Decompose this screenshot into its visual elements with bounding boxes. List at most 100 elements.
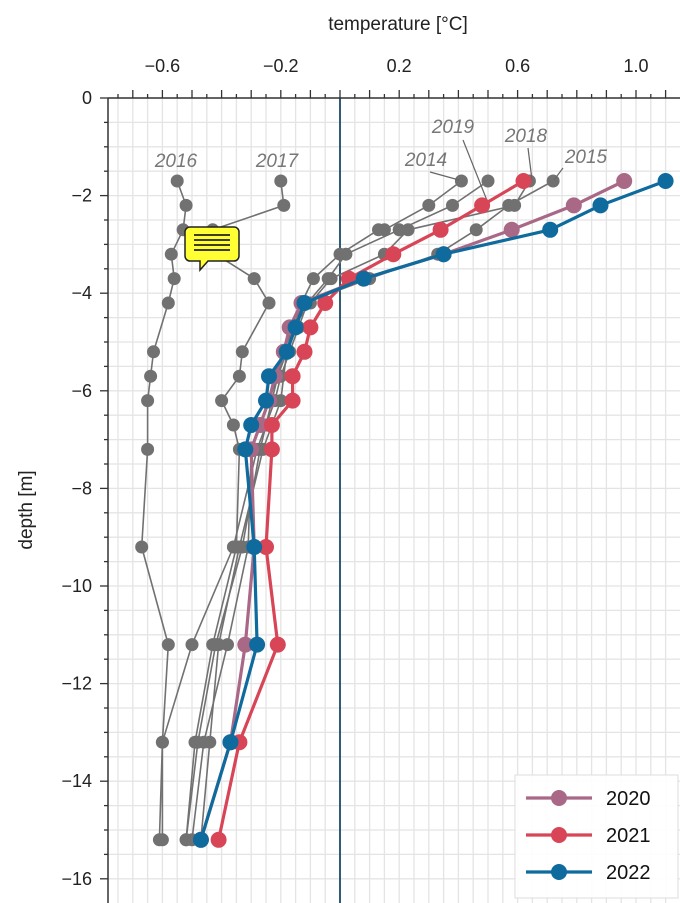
data-point-2019 [339, 247, 353, 261]
ticks: −0.6 −0.2 0.2 0.6 1.0 0 −2 −4 −6 −8 −10 −12 −14 −16 [61, 56, 667, 889]
data-point-2019 [185, 638, 199, 652]
data-point-2017 [226, 418, 240, 432]
data-point-2022 [261, 368, 277, 385]
data-point-2017 [232, 369, 246, 383]
data-point-2016 [161, 296, 175, 310]
data-point-2022 [435, 246, 452, 263]
note-speech-bubble-icon[interactable] [184, 226, 240, 272]
data-point-2021 [385, 246, 402, 263]
data-point-2017 [215, 394, 229, 408]
x-tick-label: −0.2 [263, 56, 299, 76]
series-line-2019 [161, 180, 489, 840]
data-point-2020 [503, 221, 520, 238]
data-point-2016 [167, 272, 181, 286]
data-point-2022 [258, 392, 274, 409]
legend-label: 2022 [606, 862, 651, 884]
data-point-2022 [657, 173, 674, 189]
data-point-2019 [155, 735, 169, 749]
x-tick-label: 0.2 [387, 56, 412, 76]
y-tick-label: −12 [61, 674, 92, 694]
y-tick-label: −16 [61, 869, 92, 889]
data-point-2020 [565, 197, 582, 214]
legend-swatch-marker [551, 790, 567, 806]
data-point-2015 [469, 223, 483, 237]
data-point-2016 [170, 174, 184, 188]
data-point-2018 [235, 540, 249, 554]
y-tick-label: −6 [71, 381, 92, 401]
annotation-leader-2015 [553, 167, 564, 181]
data-point-2021 [317, 295, 334, 311]
y-tick-label: −8 [71, 478, 92, 498]
data-point-2017 [247, 272, 261, 286]
annotation-leader-2019 [462, 139, 489, 204]
series-2021 [210, 173, 532, 848]
series-line-2018 [185, 180, 531, 840]
year-annotations: 2016 2017 2014 2019 2018 2015 [154, 117, 608, 172]
annotation-2014: 2014 [404, 150, 447, 171]
axes [107, 97, 680, 903]
data-point-2016 [141, 394, 155, 408]
legend-entry-2021: 2021 [526, 825, 651, 847]
annotation-2016: 2016 [154, 151, 198, 172]
data-point-2017 [235, 345, 249, 359]
annotation-leader-lines [429, 139, 564, 204]
legend-entry-2020: 2020 [526, 788, 651, 810]
annotation-2015: 2015 [564, 147, 608, 168]
x-axis-title: temperature [°C] [328, 14, 468, 35]
series-2022 [192, 173, 674, 848]
data-point-2018 [179, 833, 193, 847]
series-line-2020 [199, 179, 625, 841]
data-point-2022 [192, 831, 209, 848]
y-axis-title: depth [m] [16, 470, 37, 549]
data-point-2022 [278, 343, 295, 360]
data-point-2021 [302, 319, 319, 336]
data-point-2019 [226, 540, 240, 554]
annotation-2018: 2018 [504, 126, 548, 147]
legend-label: 2020 [606, 788, 651, 810]
data-point-2019 [392, 223, 406, 237]
y-tick-label: −10 [61, 576, 92, 596]
data-point-2022 [237, 441, 254, 458]
x-tick-label: −0.6 [145, 56, 181, 76]
data-point-2016 [164, 247, 178, 261]
data-point-2021 [210, 831, 227, 848]
data-point-2022 [542, 221, 559, 238]
x-tick-label: 1.0 [623, 56, 648, 76]
data-point-2016 [135, 540, 149, 554]
data-point-2017 [274, 174, 288, 188]
data-point-2016 [179, 198, 193, 212]
data-point-2022 [246, 539, 263, 555]
data-point-2017 [277, 198, 291, 212]
data-point-2016 [141, 442, 155, 456]
data-point-2015 [221, 638, 234, 652]
data-point-2021 [284, 392, 301, 409]
highlighted-series [192, 173, 674, 848]
annotation-leader-2018 [527, 147, 533, 181]
data-point-2019 [155, 833, 169, 847]
data-point-2021 [432, 221, 449, 238]
data-point-2016 [144, 369, 158, 383]
data-point-2014 [372, 223, 385, 237]
legend-swatch-marker [551, 864, 567, 880]
data-point-2014 [422, 198, 436, 212]
data-point-2021 [515, 173, 532, 189]
data-point-2021 [263, 417, 280, 433]
legend-swatch-marker [551, 827, 567, 843]
data-point-2021 [263, 441, 280, 458]
data-point-2018 [191, 735, 205, 749]
data-point-2017 [262, 296, 276, 310]
legend-entry-2022: 2022 [526, 862, 651, 884]
data-point-2021 [258, 539, 274, 555]
data-point-2021 [296, 343, 313, 360]
annotation-leader-2014 [429, 171, 460, 181]
data-point-2019 [321, 272, 335, 286]
data-point-2020 [616, 173, 633, 189]
data-point-2022 [592, 197, 609, 214]
series-line-2021 [217, 179, 525, 841]
data-point-2022 [355, 270, 372, 287]
data-point-2019 [446, 198, 459, 212]
annotation-2019: 2019 [431, 117, 475, 138]
y-tick-label: −14 [61, 771, 92, 791]
data-point-2021 [269, 636, 286, 653]
y-tick-label: 0 [82, 88, 92, 108]
